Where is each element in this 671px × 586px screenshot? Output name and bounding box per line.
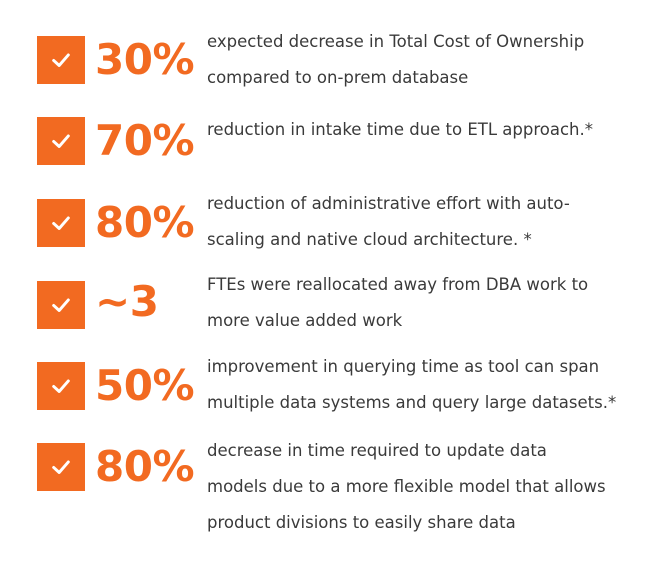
stat-value: 80% <box>95 198 195 247</box>
checkmark-icon <box>52 134 70 148</box>
stat-description: improvement in querying time as tool can… <box>207 349 647 421</box>
stat-description: decrease in time required to update data… <box>207 433 647 541</box>
check-badge <box>37 117 85 165</box>
checkmark-icon <box>52 379 70 393</box>
description-line: models due to a more flexible model that… <box>207 477 606 496</box>
description-line: reduction in intake time due to ETL appr… <box>207 120 594 139</box>
description-line: multiple data systems and query large da… <box>207 393 617 412</box>
check-badge <box>37 199 85 247</box>
description-line: more value added work <box>207 311 403 330</box>
check-badge <box>37 36 85 84</box>
checkmark-icon <box>52 53 70 67</box>
description-line: FTEs were reallocated away from DBA work… <box>207 275 589 294</box>
stat-value: 70% <box>95 116 195 165</box>
stat-description: reduction of administrative effort with … <box>207 186 647 258</box>
stat-value: 80% <box>95 442 195 491</box>
check-badge <box>37 362 85 410</box>
stat-description: reduction in intake time due to ETL appr… <box>207 112 647 148</box>
description-line: product divisions to easily share data <box>207 513 516 532</box>
stat-description: FTEs were reallocated away from DBA work… <box>207 267 647 339</box>
stat-value: 30% <box>95 35 195 84</box>
check-badge <box>37 281 85 329</box>
description-line: scaling and native cloud architecture. * <box>207 230 532 249</box>
check-badge <box>37 443 85 491</box>
description-line: reduction of administrative effort with … <box>207 194 570 213</box>
checkmark-icon <box>52 216 70 230</box>
checkmark-icon <box>52 460 70 474</box>
stat-description: expected decrease in Total Cost of Owner… <box>207 24 647 96</box>
description-line: compared to on-prem database <box>207 68 469 87</box>
checkmark-icon <box>52 298 70 312</box>
stat-value: 50% <box>95 361 195 410</box>
description-line: expected decrease in Total Cost of Owner… <box>207 32 585 51</box>
description-line: decrease in time required to update data <box>207 441 547 460</box>
description-line: improvement in querying time as tool can… <box>207 357 600 376</box>
stat-value: ~3 <box>95 277 159 326</box>
